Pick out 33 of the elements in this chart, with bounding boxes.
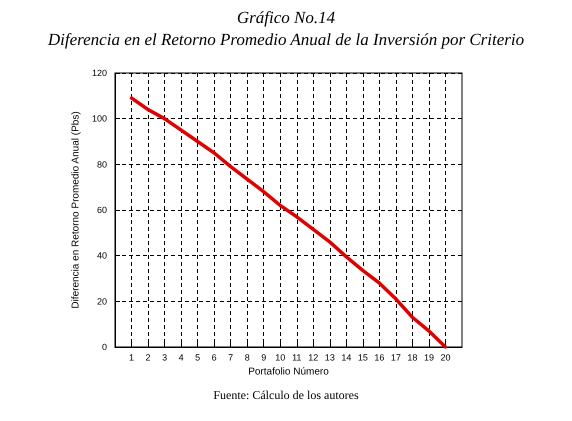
- x-tick-label: 16: [374, 352, 384, 362]
- x-tick-label: 5: [195, 352, 200, 362]
- x-tick-label: 19: [424, 352, 434, 362]
- x-tick-label: 17: [390, 352, 401, 362]
- x-tick-label: 4: [178, 352, 184, 362]
- x-tick-label: 20: [440, 352, 450, 362]
- y-tick-label: 100: [92, 114, 107, 124]
- x-tick-label: 12: [308, 352, 318, 362]
- y-tick-label: 120: [92, 68, 107, 78]
- y-tick-label: 40: [96, 250, 107, 261]
- y-tick-label: 0: [102, 342, 107, 352]
- chart-subtitle: Diferencia en el Retorno Promedio Anual de la Inversión por Criterio: [46, 30, 524, 49]
- x-tick-label: 2: [146, 352, 151, 362]
- x-tick-label: 11: [292, 352, 302, 362]
- x-tick-label: 14: [341, 352, 352, 362]
- x-tick-label: 10: [275, 352, 286, 362]
- y-tick-label: 20: [96, 296, 107, 306]
- x-tick-label: 13: [324, 352, 335, 362]
- x-tick-label: 8: [244, 352, 250, 362]
- x-tick-label: 3: [162, 352, 168, 362]
- line-series: [130, 96, 448, 349]
- x-tick-label: 1: [129, 352, 134, 362]
- x-axis-title: Portafolio Número: [248, 366, 330, 378]
- x-tick-label: 15: [358, 352, 368, 362]
- y-tick-label: 80: [96, 159, 107, 170]
- y-tick-label: 60: [96, 205, 107, 215]
- x-tick-label: 18: [407, 352, 418, 362]
- x-tick-label: 6: [212, 352, 217, 362]
- source-note: Fuente: Cálculo de los autores: [213, 388, 359, 402]
- y-axis-title: Diferencia en Retorno Promedio Anual (Pbs): [70, 111, 82, 309]
- chart-title: Gráfico No.14: [236, 8, 336, 27]
- x-tick-label: 7: [228, 352, 234, 362]
- x-tick-label: 9: [261, 352, 266, 362]
